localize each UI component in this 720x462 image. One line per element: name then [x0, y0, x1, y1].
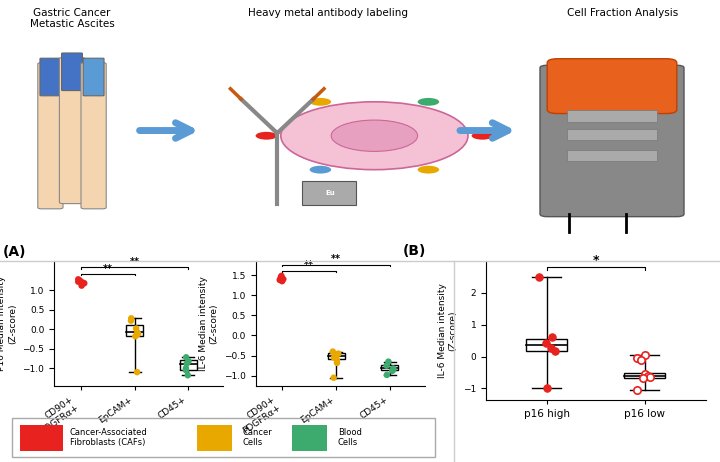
Text: Cancer-Associated
Fibroblasts (CAFs): Cancer-Associated Fibroblasts (CAFs): [70, 428, 148, 447]
FancyBboxPatch shape: [38, 63, 63, 209]
Point: [277, 275, 289, 283]
Point: [330, 352, 342, 359]
Point: [381, 362, 392, 369]
Point: [639, 371, 651, 378]
Text: Eu: Eu: [325, 190, 335, 196]
Y-axis label: IL-6 Median intensity
(Z-score): IL-6 Median intensity (Z-score): [438, 283, 457, 378]
Point: [74, 277, 86, 284]
Bar: [382, 365, 398, 371]
Circle shape: [418, 166, 439, 174]
Point: [275, 274, 287, 281]
Circle shape: [310, 166, 331, 174]
Point: [639, 351, 651, 359]
FancyBboxPatch shape: [40, 58, 60, 96]
Bar: [526, 339, 567, 351]
Text: Cancer
Cells: Cancer Cells: [243, 428, 272, 447]
Point: [274, 276, 286, 284]
FancyBboxPatch shape: [540, 65, 684, 217]
FancyBboxPatch shape: [567, 129, 657, 140]
FancyBboxPatch shape: [567, 150, 657, 161]
Y-axis label: IL-6 Median intensity
(Z-score): IL-6 Median intensity (Z-score): [199, 276, 218, 371]
FancyBboxPatch shape: [62, 53, 82, 91]
Circle shape: [256, 132, 277, 140]
Point: [549, 347, 561, 354]
Circle shape: [310, 98, 331, 106]
FancyBboxPatch shape: [197, 425, 232, 451]
Point: [181, 360, 192, 367]
Point: [130, 333, 141, 340]
Text: Cell Fraction Analysis: Cell Fraction Analysis: [567, 8, 678, 18]
Text: **: **: [130, 257, 140, 267]
Point: [125, 315, 137, 322]
Text: Blood
Cells: Blood Cells: [338, 428, 361, 447]
Point: [381, 371, 392, 378]
Text: Gastric Cancer
Metastic Ascites: Gastric Cancer Metastic Ascites: [30, 8, 114, 30]
Circle shape: [281, 102, 468, 170]
Text: **: **: [305, 260, 315, 270]
Point: [631, 354, 643, 362]
Point: [77, 279, 89, 286]
Point: [328, 374, 339, 382]
Point: [132, 330, 144, 338]
Point: [387, 365, 399, 372]
Bar: [126, 325, 143, 336]
Point: [540, 340, 552, 347]
Point: [545, 344, 557, 352]
Point: [328, 354, 340, 361]
Text: Heavy metal antibody labeling: Heavy metal antibody labeling: [248, 8, 408, 18]
Point: [76, 282, 87, 289]
Point: [546, 333, 557, 340]
Point: [635, 357, 647, 364]
FancyBboxPatch shape: [292, 425, 327, 451]
Text: (A): (A): [4, 244, 27, 259]
Point: [327, 348, 338, 355]
Point: [73, 278, 84, 286]
Bar: [180, 359, 197, 370]
Y-axis label: P16 Median intensity
(Z-score): P16 Median intensity (Z-score): [0, 276, 17, 371]
Bar: [328, 353, 345, 359]
Point: [182, 371, 194, 379]
Point: [333, 350, 344, 357]
Point: [387, 366, 399, 373]
Point: [541, 385, 553, 392]
Point: [387, 367, 398, 375]
FancyBboxPatch shape: [302, 182, 356, 205]
Point: [637, 375, 649, 382]
Point: [132, 328, 143, 336]
Circle shape: [331, 120, 418, 152]
Point: [331, 356, 343, 363]
FancyBboxPatch shape: [84, 58, 104, 96]
Point: [131, 368, 143, 376]
Point: [125, 317, 137, 324]
FancyBboxPatch shape: [81, 63, 107, 209]
Point: [180, 366, 192, 374]
FancyBboxPatch shape: [547, 59, 677, 114]
Point: [73, 276, 84, 283]
Point: [276, 278, 288, 285]
FancyBboxPatch shape: [60, 57, 85, 204]
Point: [183, 358, 194, 365]
Point: [181, 353, 192, 361]
Point: [642, 372, 654, 379]
Circle shape: [472, 132, 493, 140]
Text: **: **: [331, 254, 341, 264]
Point: [130, 325, 142, 332]
Text: **: **: [103, 263, 113, 274]
Bar: [624, 373, 665, 378]
FancyBboxPatch shape: [567, 110, 657, 122]
Point: [331, 359, 343, 366]
Point: [631, 386, 643, 394]
Circle shape: [418, 98, 439, 106]
Point: [382, 358, 394, 365]
Text: *: *: [593, 254, 599, 267]
Point: [644, 374, 656, 381]
Point: [276, 272, 287, 280]
Text: (B): (B): [402, 244, 426, 258]
Point: [534, 273, 545, 280]
Point: [78, 280, 90, 287]
Point: [275, 274, 287, 282]
FancyBboxPatch shape: [20, 425, 63, 451]
Point: [180, 365, 192, 372]
